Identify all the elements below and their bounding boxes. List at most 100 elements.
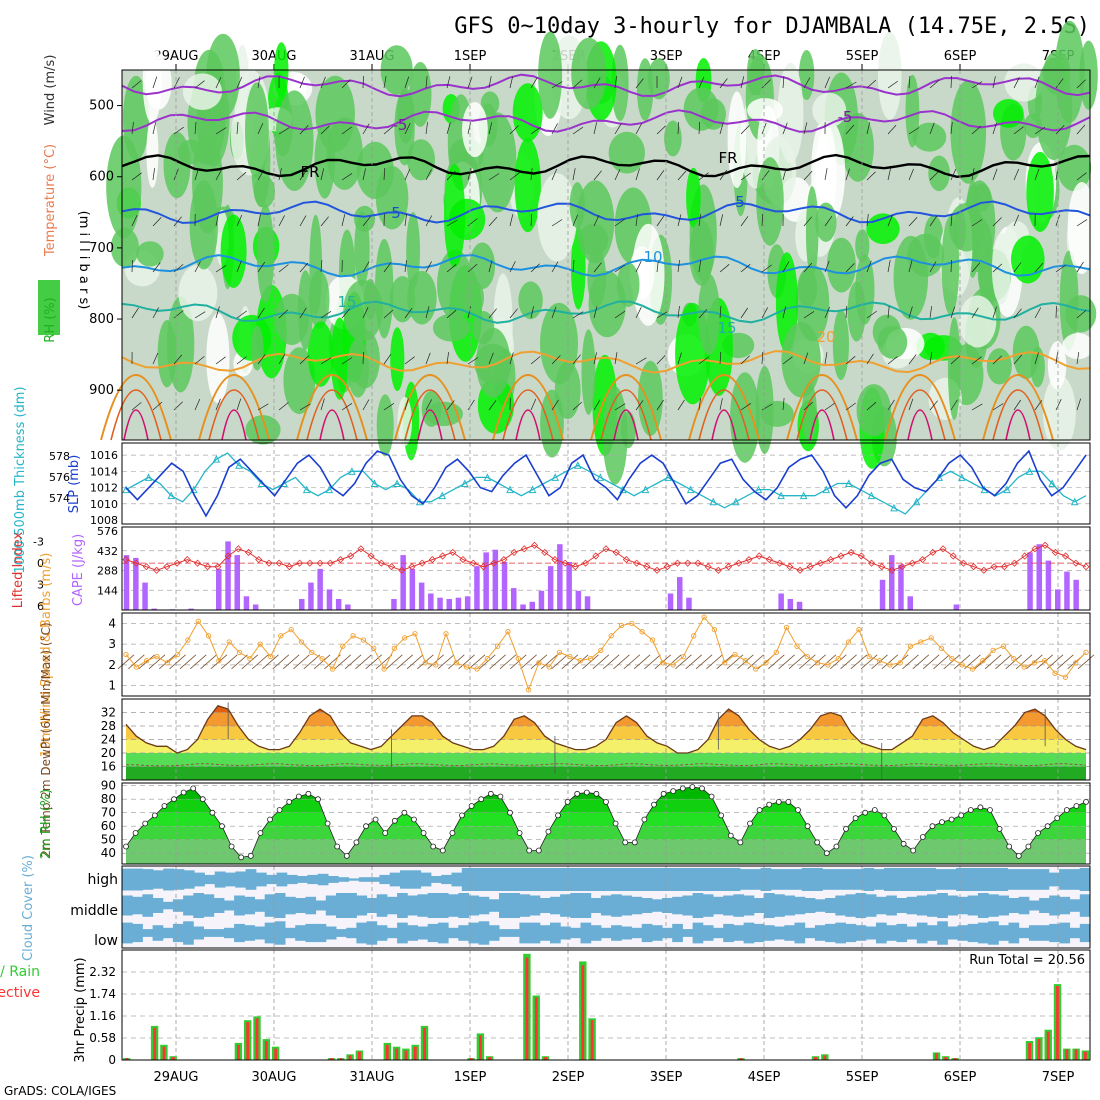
wind-barb <box>1076 309 1087 319</box>
rh-marker <box>795 807 801 813</box>
wind-barb <box>593 170 602 181</box>
wind-barb <box>887 168 891 181</box>
cloud-cell <box>356 922 368 944</box>
cape-bar <box>796 601 803 610</box>
wind-barb <box>152 76 158 89</box>
wind-barb <box>809 654 826 670</box>
li-marker <box>367 552 375 560</box>
isotherm-20-arc <box>296 374 368 441</box>
wind-barb <box>593 306 598 319</box>
wind-barb <box>299 307 307 319</box>
wind-barb <box>1034 168 1040 181</box>
wind-marker <box>587 655 594 662</box>
wind-barb <box>866 214 869 227</box>
cloud-cell <box>794 896 806 915</box>
isotherm-25-arc <box>110 389 162 441</box>
rh-cell <box>912 122 947 152</box>
cloud-cell <box>682 929 694 937</box>
li-marker <box>469 559 477 567</box>
rh-marker <box>583 789 590 796</box>
panel-frame <box>121 698 1091 781</box>
wind-barb <box>404 76 410 89</box>
wind-barb <box>215 356 226 365</box>
wind-barb <box>908 127 920 135</box>
wind-marker <box>1083 649 1089 656</box>
slp-axis-label: SLP (mb) <box>67 455 82 514</box>
wind-barb <box>551 219 563 227</box>
wind-marker <box>980 658 986 664</box>
rh-marker <box>286 799 293 805</box>
wind-barb <box>173 126 185 135</box>
wind-barb <box>866 171 876 181</box>
li-marker <box>530 541 539 549</box>
temp-band <box>126 739 1086 753</box>
wind-barb <box>593 122 598 135</box>
wind-barb <box>1013 214 1020 227</box>
wind-barb <box>1076 79 1086 89</box>
precip-convective-bar <box>581 965 585 1060</box>
cloud-cell <box>307 874 319 885</box>
wind-barb <box>1055 124 1065 135</box>
wind-barb <box>788 654 806 670</box>
li-marker <box>306 559 314 567</box>
wind-barb <box>509 261 516 273</box>
cloud-row-label: low <box>94 933 118 949</box>
wind-barb <box>950 306 956 319</box>
isotherm-30-arc <box>809 409 835 441</box>
wind-marker <box>381 666 387 672</box>
li-marker <box>347 552 355 560</box>
wind-marker <box>350 633 356 639</box>
cloud-cell <box>264 922 276 944</box>
li-marker <box>234 545 242 553</box>
precip-convective-bar <box>395 1048 399 1060</box>
rh-cell <box>812 92 847 128</box>
cloud-cell <box>1039 898 1050 913</box>
wind-barb <box>656 311 668 319</box>
li-marker <box>929 548 937 556</box>
cloud-cell <box>132 896 143 915</box>
rh-marker <box>1083 799 1089 805</box>
wind-barb <box>623 654 641 670</box>
wind-barb <box>425 352 431 365</box>
cloud-cell <box>590 898 602 913</box>
rh-marker <box>708 793 715 800</box>
rh-cell <box>993 99 1024 128</box>
rh-marker <box>1015 853 1022 859</box>
rh-marker <box>516 830 523 836</box>
rh-marker <box>315 796 321 803</box>
isotherm-line <box>121 109 1091 133</box>
rh-marker <box>487 790 494 797</box>
cloud-cell <box>338 877 350 882</box>
wind-barb <box>740 403 752 411</box>
cloud-cell <box>801 868 813 891</box>
wind-barb <box>887 306 890 319</box>
cape-tick: 576 <box>97 525 118 538</box>
rh-cell <box>797 268 818 308</box>
cloud-cell <box>407 895 418 916</box>
slp-line <box>125 449 1087 518</box>
cloud-cell <box>886 925 897 941</box>
wind-barb <box>1076 398 1082 411</box>
precip-convective-bar <box>330 1058 333 1060</box>
wind-barb <box>803 401 814 411</box>
wind-barb <box>761 264 772 273</box>
wind-barb <box>173 216 182 227</box>
wind-marker <box>164 660 170 666</box>
cloud-cell <box>1048 872 1060 887</box>
li-marker <box>439 552 447 560</box>
wind-barb <box>929 261 937 273</box>
wind-barb <box>148 654 166 670</box>
wind-barb <box>427 654 444 670</box>
wind-marker <box>608 633 614 639</box>
isotherm-30-arc <box>907 409 933 441</box>
cloud-cell <box>244 896 255 915</box>
y-axis-label: 3hr Precip (mm) <box>73 957 88 1062</box>
cloud-cell <box>791 869 803 890</box>
rh-marker <box>660 790 667 797</box>
wind-barb <box>1034 352 1039 365</box>
cloud-cell <box>223 900 235 911</box>
wind-barb <box>845 81 857 89</box>
li-marker <box>704 563 712 571</box>
wind-barb <box>929 352 933 365</box>
wind-barb <box>561 654 579 670</box>
